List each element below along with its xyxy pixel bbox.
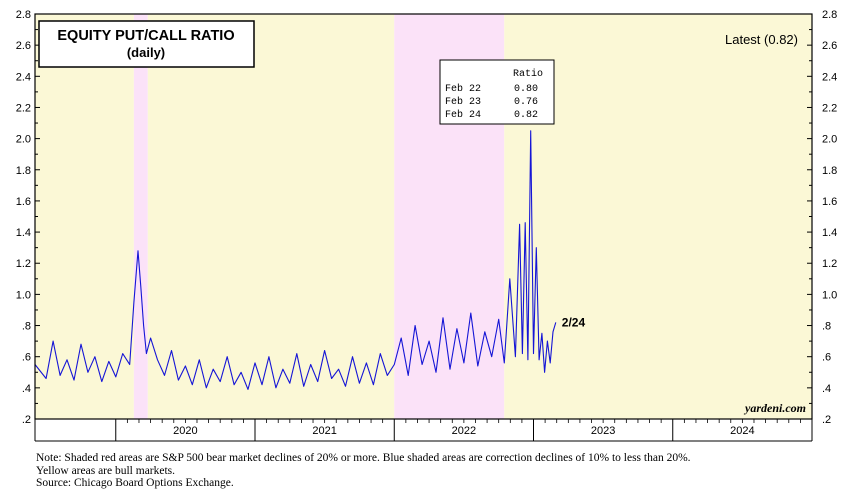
footnotes: Note: Shaded red areas are S&P 500 bear …	[36, 452, 851, 490]
y-tick-label-left-8: 1.8	[16, 165, 31, 177]
values-table: Ratio Feb 22 0.80 Feb 23 0.76 Feb 24 0.8…	[440, 60, 554, 124]
y-tick-label-left-0: .2	[22, 414, 31, 426]
y-tick-label-right-11: 2.4	[822, 71, 837, 83]
note-line-3: Source: Chicago Board Options Exchange.	[36, 477, 851, 490]
title-box: EQUITY PUT/CALL RATIO (daily)	[39, 21, 254, 67]
y-tick-label-left-11: 2.4	[16, 71, 31, 83]
y-tick-label-right-3: .8	[822, 321, 831, 333]
y-tick-label-right-0: .2	[822, 414, 831, 426]
year-label-2023: 2023	[591, 425, 615, 437]
table-row-1-date: Feb 22	[445, 83, 481, 95]
chart-title: EQUITY PUT/CALL RATIO	[57, 28, 234, 44]
latest-label: Latest (0.82)	[725, 32, 798, 47]
y-tick-label-left-10: 2.2	[16, 102, 31, 114]
table-row-2-date: Feb 23	[445, 96, 481, 108]
year-label-2021: 2021	[312, 425, 336, 437]
table-row-3-value: 0.82	[514, 110, 538, 121]
chart-subtitle: (daily)	[127, 45, 165, 60]
equity-put-call-chart: .2 .4 .6 .8 1.0 1.2 1.4 1.6 1.8 2.0 2.2 2.4 2.6 2.8 .…	[0, 0, 859, 450]
y-tick-label-left-6: 1.4	[16, 227, 31, 239]
y-tick-label-left-9: 2.0	[16, 134, 31, 146]
y-tick-label-right-10: 2.2	[822, 102, 837, 114]
y-tick-label-right-6: 1.4	[822, 227, 837, 239]
table-row-3-date: Feb 24	[445, 109, 481, 121]
note-line-1: Note: Shaded red areas are S&P 500 bear …	[36, 452, 851, 465]
end-label: 2/24	[562, 315, 586, 329]
y-tick-label-right-5: 1.2	[822, 258, 837, 270]
watermark: yardeni.com	[743, 401, 806, 415]
x-axis: 2020 2021 2022 2023 2024	[35, 419, 812, 441]
y-tick-label-right-1: .4	[822, 383, 831, 395]
year-label-2022: 2022	[452, 425, 476, 437]
region-bull-3	[148, 14, 394, 419]
y-tick-label-right-8: 1.8	[822, 165, 837, 177]
y-tick-label-left-1: .4	[22, 383, 31, 395]
y-tick-label-left-5: 1.2	[16, 258, 31, 270]
table-row-1-value: 0.80	[514, 84, 538, 95]
y-tick-label-right-2: .6	[822, 352, 831, 364]
y-tick-label-left-4: 1.0	[16, 289, 31, 301]
y-tick-label-left-3: .8	[22, 321, 31, 333]
y-tick-label-left-13: 2.8	[16, 9, 31, 21]
table-header: Ratio	[513, 68, 543, 80]
y-tick-label-right-4: 1.0	[822, 289, 837, 301]
y-tick-label-left-7: 1.6	[16, 196, 31, 208]
y-tick-label-right-13: 2.8	[822, 9, 837, 21]
table-row-2-value: 0.76	[514, 97, 538, 108]
region-bear-2	[134, 14, 148, 419]
note-line-2: Yellow areas are bull markets.	[36, 465, 851, 478]
year-label-2024: 2024	[730, 425, 754, 437]
y-tick-label-right-7: 1.6	[822, 196, 837, 208]
y-tick-label-left-12: 2.6	[16, 40, 31, 52]
y-tick-label-right-12: 2.6	[822, 40, 837, 52]
y-tick-label-left-2: .6	[22, 352, 31, 364]
year-label-2020: 2020	[173, 425, 197, 437]
y-tick-label-right-9: 2.0	[822, 134, 837, 146]
